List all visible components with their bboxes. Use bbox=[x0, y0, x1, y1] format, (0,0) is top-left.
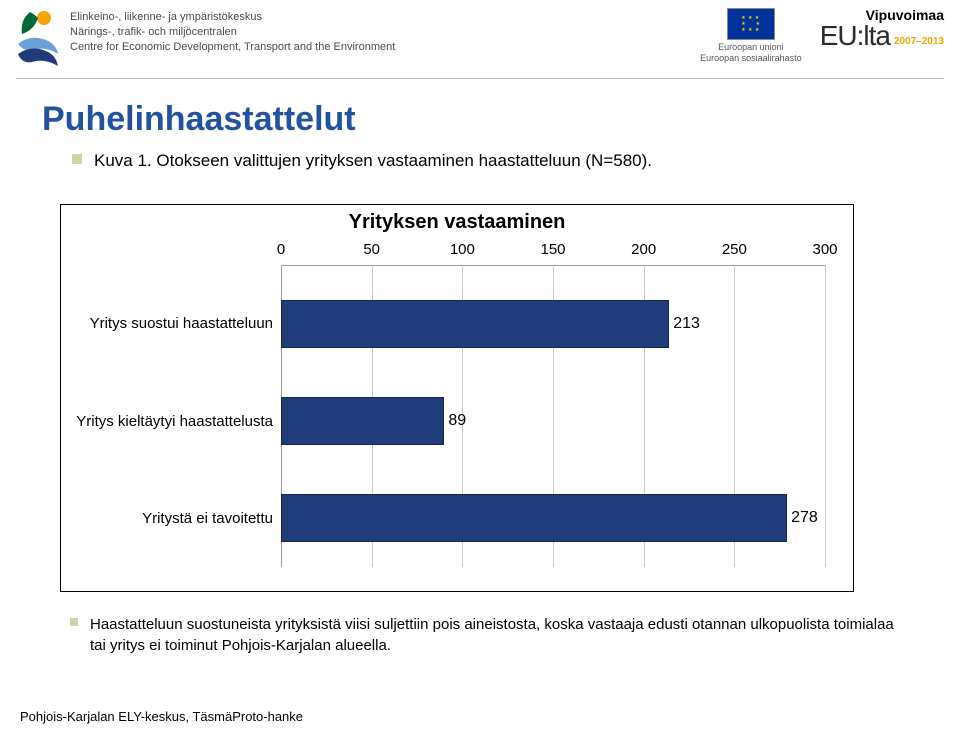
header-divider bbox=[16, 78, 944, 79]
bar bbox=[281, 300, 669, 348]
eu-caption-line1: Euroopan unioni bbox=[700, 42, 802, 53]
subtitle-bullet-row: Kuva 1. Otokseen valittujen yrityksen va… bbox=[72, 149, 918, 173]
bar-row: Yritys suostui haastatteluun213 bbox=[281, 301, 825, 347]
bar-value-label: 213 bbox=[673, 315, 700, 333]
gridline bbox=[825, 265, 826, 567]
x-tick-label: 100 bbox=[450, 241, 475, 258]
eu-block: ★ ★ ★★ ★★ ★ ★ Euroopan unioni Euroopan s… bbox=[700, 8, 802, 64]
x-tick-label: 0 bbox=[277, 241, 285, 258]
org-line-3: Centre for Economic Development, Transpo… bbox=[70, 40, 395, 55]
vipuvoimaa-years: 2007–2013 bbox=[894, 37, 944, 50]
header-right: ★ ★ ★★ ★★ ★ ★ Euroopan unioni Euroopan s… bbox=[700, 8, 944, 64]
bar-value-label: 89 bbox=[448, 412, 466, 430]
eu-caption: Euroopan unioni Euroopan sosiaalirahasto bbox=[700, 42, 802, 64]
slide-title: Puhelinhaastattelut bbox=[42, 100, 918, 139]
bar bbox=[281, 397, 444, 445]
x-tick-label: 50 bbox=[363, 241, 380, 258]
header-left: Elinkeino-, liikenne- ja ympäristökeskus… bbox=[16, 8, 395, 68]
bottom-bullet-text: Haastatteluun suostuneista yrityksistä v… bbox=[90, 614, 900, 656]
chart-plot-area: 050100150200250300Yritys suostui haastat… bbox=[281, 275, 825, 567]
org-line-1: Elinkeino-, liikenne- ja ympäristökeskus bbox=[70, 10, 395, 25]
vipuvoimaa-block: Vipuvoimaa EU:lta 2007–2013 bbox=[820, 8, 944, 50]
eu-caption-line2: Euroopan sosiaalirahasto bbox=[700, 53, 802, 64]
eu-flag-icon: ★ ★ ★★ ★★ ★ ★ bbox=[727, 8, 775, 40]
subtitle-bullet-text: Kuva 1. Otokseen valittujen yrityksen va… bbox=[94, 149, 918, 173]
vipuvoimaa-main: EU:lta 2007–2013 bbox=[820, 22, 944, 50]
category-label: Yritys kieltäytyi haastattelusta bbox=[61, 413, 281, 430]
bottom-bullet-block: Haastatteluun suostuneista yrityksistä v… bbox=[60, 614, 900, 664]
vipuvoimaa-eu-text: EU:lta bbox=[820, 22, 890, 50]
category-label: Yritys suostui haastatteluun bbox=[61, 315, 281, 332]
org-name-block: Elinkeino-, liikenne- ja ympäristökeskus… bbox=[70, 8, 395, 55]
chart-frame: Yrityksen vastaaminen 050100150200250300… bbox=[60, 204, 854, 592]
header: Elinkeino-, liikenne- ja ympäristökeskus… bbox=[0, 0, 960, 86]
x-tick-label: 200 bbox=[631, 241, 656, 258]
x-tick-label: 300 bbox=[812, 241, 837, 258]
bar bbox=[281, 494, 787, 542]
x-tick-label: 150 bbox=[540, 241, 565, 258]
bottom-bullet-row: Haastatteluun suostuneista yrityksistä v… bbox=[70, 614, 900, 656]
bar-row: Yritys kieltäytyi haastattelusta89 bbox=[281, 398, 825, 444]
bar-row: Yritystä ei tavoitettu278 bbox=[281, 495, 825, 541]
ely-logo-icon bbox=[16, 8, 60, 68]
bar-value-label: 278 bbox=[791, 509, 818, 527]
bullet-square-icon bbox=[70, 618, 78, 626]
x-tick-label: 250 bbox=[722, 241, 747, 258]
content-area: Puhelinhaastattelut Kuva 1. Otokseen val… bbox=[42, 100, 918, 181]
org-line-2: Närings-, trafik- och miljöcentralen bbox=[70, 25, 395, 40]
bullet-square-icon bbox=[72, 154, 82, 164]
footer-text: Pohjois-Karjalan ELY-keskus, TäsmäProto-… bbox=[20, 709, 303, 724]
slide-page: Elinkeino-, liikenne- ja ympäristökeskus… bbox=[0, 0, 960, 738]
chart-title: Yrityksen vastaaminen bbox=[61, 211, 853, 234]
category-label: Yritystä ei tavoitettu bbox=[61, 510, 281, 527]
